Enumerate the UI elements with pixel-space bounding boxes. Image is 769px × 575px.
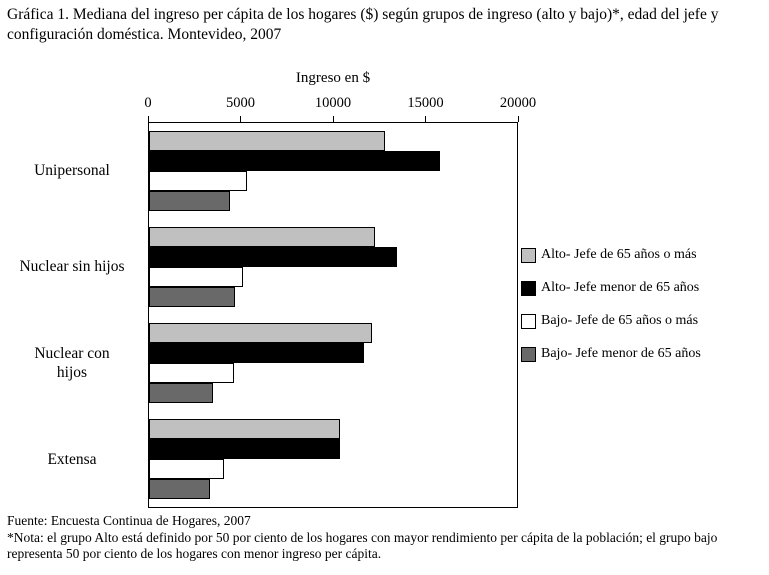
bar-group — [149, 411, 517, 507]
legend-item: Alto- Jefe menor de 65 años — [521, 280, 701, 296]
x-tick-label: 10000 — [314, 95, 352, 111]
bar-group — [149, 219, 517, 315]
legend-label: Bajo- Jefe menor de 65 años — [541, 346, 701, 361]
legend-swatch — [521, 247, 536, 263]
x-axis: 0 5000 10000 15000 20000 — [144, 92, 536, 122]
category-label: Nuclear con hijos — [34, 344, 110, 382]
legend-swatch — [521, 280, 536, 296]
x-tick-label: 5000 — [226, 95, 255, 111]
bar — [149, 343, 365, 363]
footer: Fuente: Encuesta Continua de Hogares, 20… — [7, 513, 763, 563]
bar — [149, 247, 398, 267]
bar — [149, 323, 372, 343]
x-tick-mark — [240, 116, 241, 122]
chart-caption: Gráfica 1. Mediana del ingreso per cápit… — [7, 6, 719, 44]
plot-area — [148, 122, 518, 508]
legend-label: Bajo- Jefe de 65 años o más — [541, 313, 699, 328]
bar — [149, 383, 214, 403]
x-tick-mark — [332, 116, 334, 122]
legend-item: Bajo- Jefe menor de 65 años — [521, 346, 701, 362]
legend-item: Alto- Jefe de 65 años o más — [521, 247, 701, 263]
x-axis-title: Ingreso en $ — [295, 70, 371, 86]
bar — [149, 363, 234, 383]
bar — [149, 131, 385, 151]
category-label: Extensa — [47, 451, 97, 469]
legend: Alto- Jefe de 65 años o más Alto- Jefe me… — [521, 247, 701, 379]
legend-swatch — [521, 313, 536, 329]
bar-group — [149, 123, 517, 219]
x-tick-label: 15000 — [407, 95, 444, 111]
x-tick-mark — [517, 116, 519, 122]
bar — [149, 287, 236, 307]
bar — [149, 227, 376, 247]
legend-swatch — [521, 346, 536, 362]
x-tick-mark — [425, 116, 426, 122]
source-note: Fuente: Encuesta Continua de Hogares, 20… — [7, 513, 251, 528]
category-label: Nuclear sin hijos — [19, 258, 125, 276]
bar — [149, 171, 247, 191]
x-tick-label: 0 — [144, 95, 152, 111]
x-tick-mark — [147, 116, 149, 122]
bar — [149, 459, 225, 479]
legend-label: Alto- Jefe de 65 años o más — [541, 247, 697, 262]
footnote: *Nota: el grupo Alto está definido por 5… — [7, 530, 718, 562]
bar — [149, 479, 210, 499]
legend-item: Bajo- Jefe de 65 años o más — [521, 313, 701, 329]
bar — [149, 439, 341, 459]
bar-group — [149, 315, 517, 411]
bar — [149, 419, 341, 439]
bar — [149, 151, 440, 171]
category-label: Unipersonal — [34, 161, 110, 179]
category-labels: Unipersonal Nuclear sin hijos Nuclear con … — [2, 122, 142, 508]
bar — [149, 267, 243, 287]
x-tick-label: 20000 — [499, 95, 537, 111]
legend-label: Alto- Jefe menor de 65 años — [541, 280, 700, 295]
bar — [149, 191, 230, 211]
